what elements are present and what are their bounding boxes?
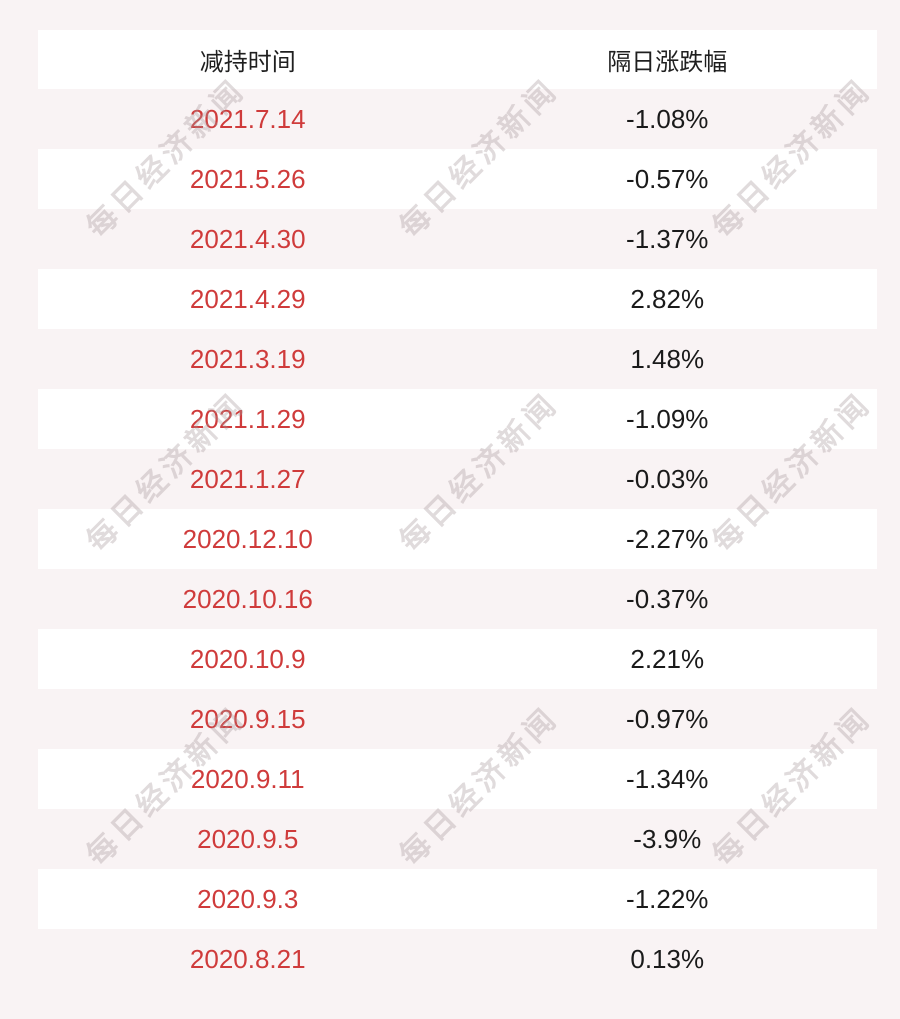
next-day-change-cell: 2.21% [630,643,705,674]
table-row: 2021.1.29 -1.09% [38,389,877,449]
table-header-row: 减持时间 隔日涨跌幅 [38,30,877,89]
table-row: 2021.3.19 1.48% [38,329,877,389]
table-row: 2021.1.27 -0.03% [38,449,877,509]
reduction-date-cell: 2020.9.11 [190,763,305,794]
table-row: 2020.10.9 2.21% [38,629,877,689]
next-day-change-cell: -1.37% [626,223,709,254]
table-row: 2021.4.30 -1.37% [38,209,877,269]
table-row: 2021.5.26 -0.57% [38,149,877,209]
reduction-date-cell: 2021.4.29 [189,283,306,314]
table-row: 2020.10.16 -0.37% [38,569,877,629]
table-row: 2020.8.21 0.13% [38,929,877,989]
reduction-date-cell: 2020.9.5 [197,823,299,854]
next-day-change-cell: -1.34% [626,763,709,794]
reduction-date-cell: 2021.1.27 [189,463,306,494]
table-body: 2021.7.14 -1.08% 2021.5.26 -0.57% 2021.4.30 -… [38,89,877,989]
next-day-change-cell: -0.37% [626,583,709,614]
next-day-change-cell: 1.48% [630,343,705,374]
next-day-change-cell: 2.82% [630,283,705,314]
column-header-next-day-change: 隔日涨跌幅 [607,49,728,76]
reduction-date-cell: 2020.9.15 [189,703,306,734]
reduction-date-cell: 2021.5.26 [189,163,306,194]
reduction-date-cell: 2021.1.29 [189,403,306,434]
reduction-date-cell: 2020.8.21 [189,943,306,974]
reduction-date-cell: 2021.4.30 [189,223,306,254]
reduction-date-cell: 2020.9.3 [197,883,299,914]
reduction-date-cell: 2021.3.19 [189,343,306,374]
table-row: 2020.9.3 -1.22% [38,869,877,929]
table-row: 2021.4.29 2.82% [38,269,877,329]
next-day-change-cell: -2.27% [626,523,709,554]
next-day-change-cell: -0.03% [626,463,709,494]
next-day-change-cell: 0.13% [630,943,705,974]
table-row: 2020.9.15 -0.97% [38,689,877,749]
next-day-change-cell: -3.9% [633,823,702,854]
table-row: 2020.12.10 -2.27% [38,509,877,569]
next-day-change-cell: -0.97% [626,703,709,734]
reduction-table: 减持时间 隔日涨跌幅 2021.7.14 -1.08% 2021.5.26 -0.57… [38,30,877,989]
next-day-change-cell: -1.08% [626,103,709,134]
table-row: 2020.9.5 -3.9% [38,809,877,869]
next-day-change-cell: -0.57% [626,163,709,194]
reduction-date-cell: 2020.10.16 [182,583,313,614]
reduction-date-cell: 2020.10.9 [189,643,306,674]
next-day-change-cell: -1.22% [626,883,709,914]
reduction-date-cell: 2020.12.10 [182,523,313,554]
table-row: 2021.7.14 -1.08% [38,89,877,149]
table-row: 2020.9.11 -1.34% [38,749,877,809]
reduction-date-cell: 2021.7.14 [189,103,306,134]
column-header-reduction-date: 减持时间 [199,49,296,76]
next-day-change-cell: -1.09% [626,403,709,434]
